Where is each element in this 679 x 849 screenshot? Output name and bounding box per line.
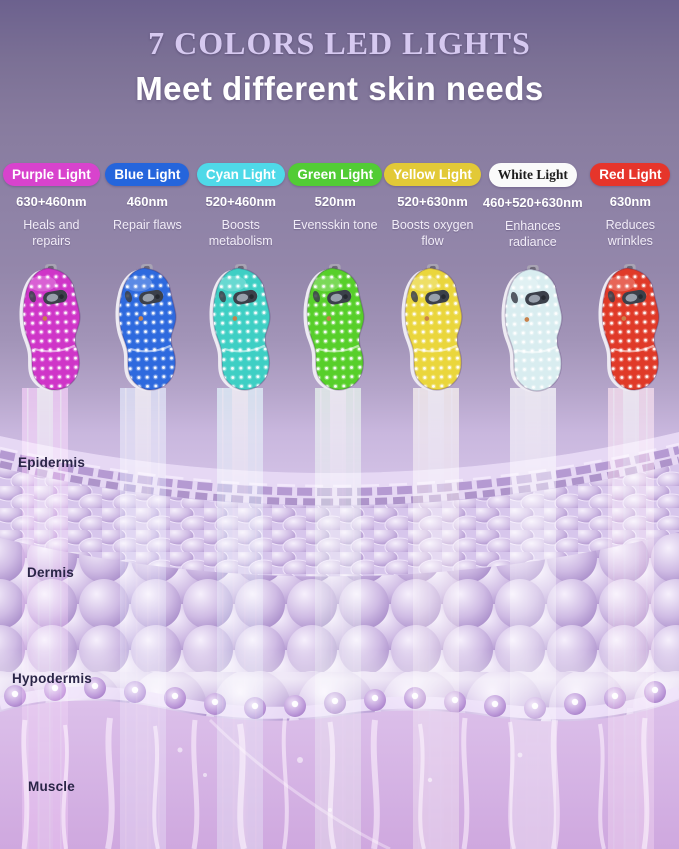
purple-light-badge: Purple Light (3, 163, 100, 186)
red-light-benefit: Reduces wrinkles (605, 218, 655, 248)
yellow-mask-icon (384, 264, 481, 394)
blue-light-benefit: Repair flaws (113, 218, 182, 232)
epidermis-label: Epidermis (18, 455, 86, 470)
column-cyan-light: Cyan Light 520+460nm Boosts metabolism (195, 163, 286, 395)
white-light-beam (510, 388, 556, 849)
purple-light-wavelength: 630+460nm (16, 194, 87, 209)
red-light-beam (608, 388, 654, 849)
green-mask-icon (288, 264, 382, 394)
cyan-mask-icon (195, 264, 286, 394)
yellow-light-badge: Yellow Light (384, 163, 481, 186)
purple-light-benefit: Heals and repairs (23, 218, 80, 248)
page-subtitle: Meet different skin needs (135, 70, 544, 107)
green-light-badge: Green Light (288, 163, 383, 186)
red-mask-icon (585, 264, 676, 394)
yellow-light-beam (413, 388, 459, 849)
dermis-label: Dermis (27, 565, 74, 580)
red-light-wavelength: 630nm (609, 194, 651, 209)
muscle-label: Muscle (28, 779, 75, 794)
green-light-beam (315, 388, 361, 849)
column-red-light: Red Light 630nm Reduces wrinkles (585, 163, 676, 395)
column-green-light: Green Light 520nm Evensskin tone (288, 163, 383, 395)
green-light-wavelength: 520nm (314, 194, 356, 209)
column-purple-light: Purple Light 630+460nm Heals and repairs (3, 163, 100, 395)
white-light-badge: White Light (488, 163, 577, 187)
blue-light-beam (120, 388, 166, 849)
column-yellow-light: Yellow Light 520+630nm Boosts oxygen flo… (384, 163, 481, 395)
yellow-light-benefit: Boosts oxygen flow (391, 218, 474, 248)
red-light-badge: Red Light (590, 163, 671, 186)
white-mask-icon (483, 265, 583, 395)
white-light-wavelength: 460+520+630nm (482, 195, 583, 210)
light-columns: Purple Light 630+460nm Heals and repairs… (0, 163, 679, 395)
white-light-benefit: Enhances radiance (504, 219, 561, 249)
blue-mask-icon (102, 264, 193, 394)
hypodermis-label: Hypodermis (12, 671, 93, 686)
blue-light-wavelength: 460nm (126, 194, 168, 209)
cyan-light-beam (217, 388, 263, 849)
column-white-light: White Light 460+520+630nm Enhances radia… (483, 163, 583, 395)
cyan-light-badge: Cyan Light (196, 163, 285, 186)
cyan-light-benefit: Boosts metabolism (208, 218, 273, 248)
page-title: 7 COLORS LED LIGHTS (148, 25, 531, 61)
purple-light-beam (22, 388, 68, 849)
header: 7 COLORS LED LIGHTS Meet different skin … (0, 0, 679, 108)
yellow-light-wavelength: 520+630nm (397, 194, 468, 209)
blue-light-badge: Blue Light (105, 163, 190, 186)
column-blue-light: Blue Light 460nm Repair flaws (102, 163, 193, 395)
green-light-benefit: Evensskin tone (292, 218, 378, 232)
cyan-light-wavelength: 520+460nm (205, 194, 276, 209)
purple-mask-icon (3, 264, 100, 394)
